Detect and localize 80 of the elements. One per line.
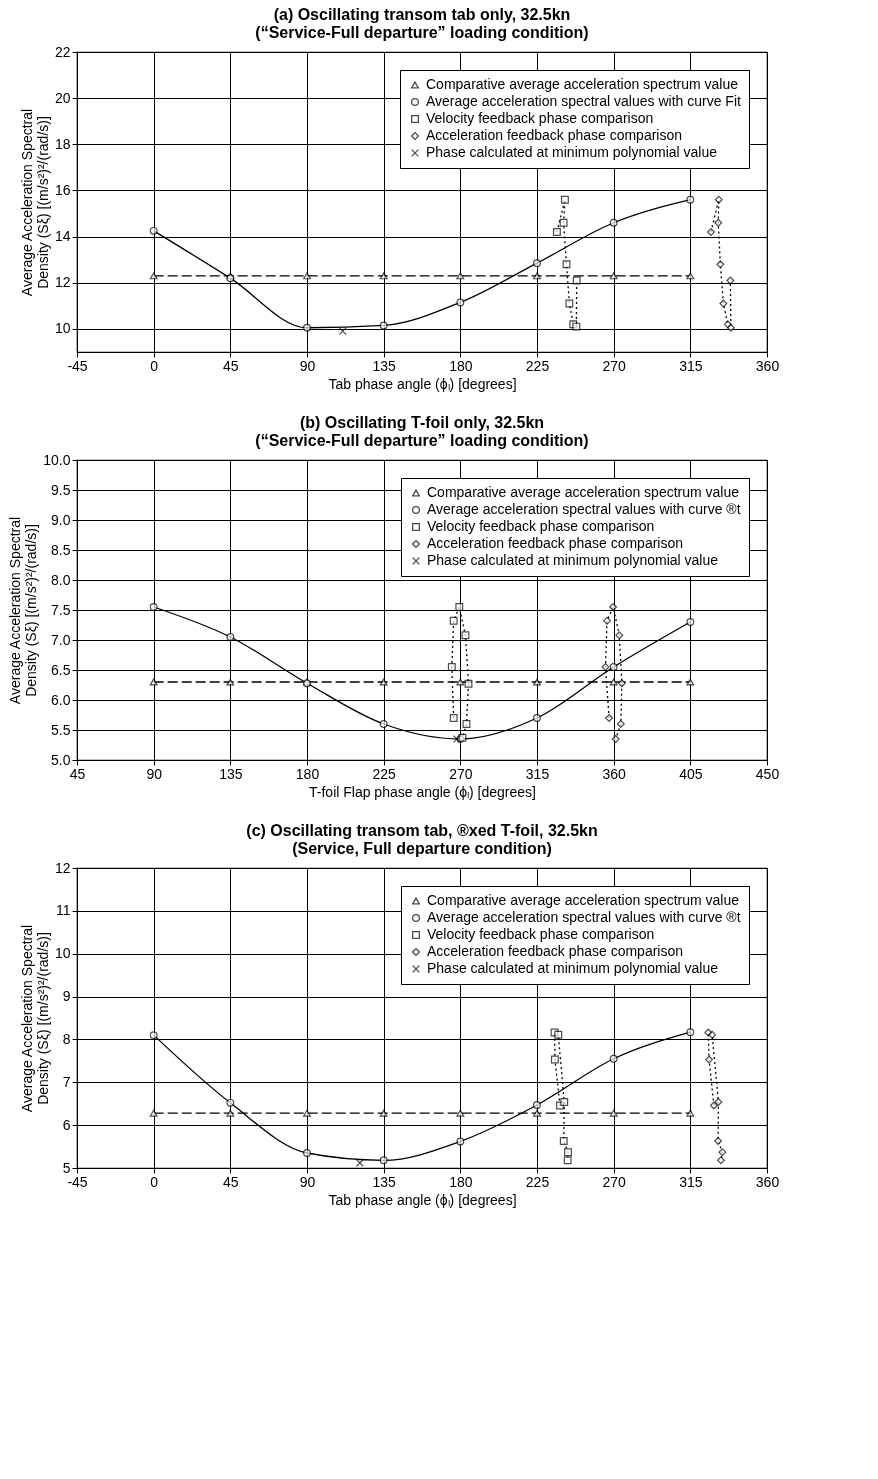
y-tick-label: 9.5 [51,481,71,498]
y-tick-label: 8.5 [51,541,71,558]
y-tick-label: 10 [54,320,71,337]
y-tick-label: 7.5 [51,601,71,618]
x-tick-label: 315 [679,1173,703,1190]
y-tick-label: 7.0 [51,631,71,648]
legend-label: Average acceleration spectral values with curve ®t [427,501,741,517]
legend-label: Average acceleration spectral values with curve ®t [427,909,741,925]
legend-label: Average acceleration spectral values with curve Fit [426,93,741,109]
x-tick-label: 225 [525,357,550,374]
y-axis-title: Average Acceleration Spectral Density (Sξ) [(m/s²)²/(rad/s)] [18,924,51,1113]
chart-title: (a) Oscillating transom tab only, 32.5kn (“Service-Full departure” loading condition) [255,6,589,41]
x-tick-label: 225 [525,1173,550,1190]
y-tick-label: 6 [62,1116,71,1133]
y-tick-label: 9.0 [51,511,71,528]
legend-label: Acceleration feedback phase comparison [426,127,683,143]
x-axis-title: T-foil Flap phase angle (ϕₗ) [degrees] [309,783,536,800]
legend-label: Acceleration feedback phase comparison [427,535,684,551]
x-tick-label: 180 [449,357,473,374]
y-tick-label: 7 [62,1073,71,1090]
legend-label: Comparative average acceleration spectrum value [426,76,739,92]
x-tick-label: 180 [295,765,320,782]
x-tick-label: 315 [525,765,550,782]
legend-label: Velocity feedback phase comparison [427,518,655,534]
x-axis-title: Tab phase angle (ϕₗ) [degrees] [328,375,517,392]
x-tick-label: 360 [755,357,780,374]
legend-label: Acceleration feedback phase comparison [427,943,684,959]
x-tick-label: 315 [679,357,703,374]
x-tick-label: 90 [146,765,163,782]
legend-label: Phase calculated at minimum polynomial value [427,552,719,568]
x-tick-label: 270 [602,1173,627,1190]
y-tick-label: 20 [54,89,71,106]
x-tick-label: 405 [679,765,703,782]
x-tick-label: 45 [223,357,239,374]
y-tick-label: 11 [55,902,71,919]
x-tick-label: 90 [299,1173,316,1190]
legend-label: Phase calculated at minimum polynomial value [427,960,719,976]
y-tick-label: 12 [54,274,71,291]
x-tick-label: 135 [219,765,243,782]
x-tick-label: 270 [449,765,473,782]
y-tick-label: 18 [54,135,71,152]
y-tick-label: 10 [54,945,71,962]
legend-label: Velocity feedback phase comparison [427,926,655,942]
y-axis-title: Average Acceleration Spectral Density (Sξ) [(m/s²)²/(rad/s)] [18,108,51,297]
x-tick-label: 360 [755,1173,780,1190]
x-tick-label: -45 [67,1173,88,1190]
x-tick-label: 90 [299,357,316,374]
x-tick-label: 0 [150,357,159,374]
x-tick-label: 45 [223,1173,239,1190]
chart-title: (c) Oscillating transom tab, ®xed T-foil, 32.5kn (Service, Full departure condition) [246,822,598,857]
x-tick-label: 270 [602,357,627,374]
y-tick-label: 10.0 [43,451,71,468]
y-tick-label: 16 [54,181,71,198]
x-tick-label: 180 [449,1173,473,1190]
y-tick-label: 5.0 [51,751,71,768]
y-tick-label: 9 [62,988,71,1005]
x-tick-label: 360 [602,765,627,782]
x-tick-label: 450 [755,765,780,782]
y-tick-label: 8.0 [51,571,71,588]
x-tick-label: 0 [150,1173,159,1190]
y-tick-label: 5 [62,1159,71,1176]
x-tick-label: 135 [372,1173,397,1190]
x-tick-label: 225 [372,765,397,782]
chart-title: (b) Oscillating T-foil only, 32.5kn (“Service-Full departure” loading condition) [255,414,589,449]
y-tick-label: 5.5 [51,721,71,738]
y-tick-label: 14 [54,228,71,245]
y-tick-label: 12 [54,859,71,876]
legend-label: Comparative average acceleration spectrum value [427,484,740,500]
x-tick-label: -45 [67,357,88,374]
y-axis-title: Average Acceleration Spectral Density (Sξ) [(m/s²)²/(rad/s)] [7,516,40,705]
x-tick-label: 45 [69,765,86,782]
y-tick-label: 22 [54,43,71,60]
x-tick-label: 135 [372,357,397,374]
y-tick-label: 8 [62,1030,71,1047]
x-axis-title: Tab phase angle (ϕₗ) [degrees] [328,1191,517,1208]
y-tick-label: 6.5 [51,661,71,678]
legend-label: Velocity feedback phase comparison [426,110,654,126]
y-tick-label: 6.0 [51,691,71,708]
legend-label: Phase calculated at minimum polynomial value [426,144,718,160]
legend-label: Comparative average acceleration spectrum value [427,892,740,908]
